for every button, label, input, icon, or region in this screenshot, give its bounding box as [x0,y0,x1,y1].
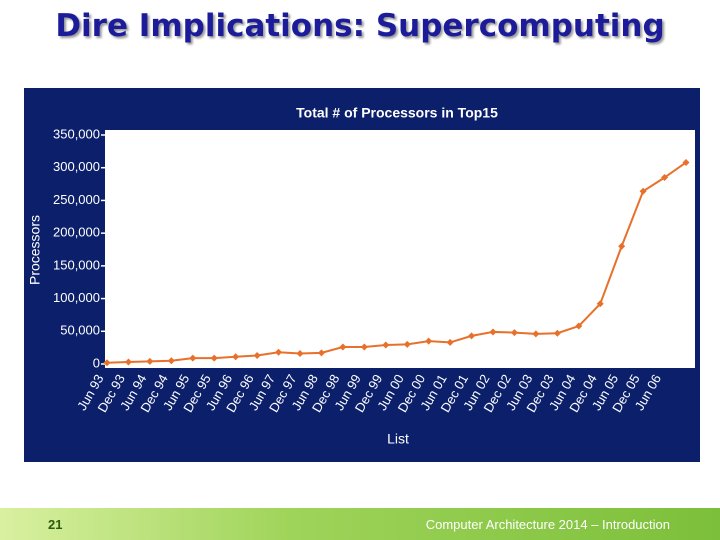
data-point [253,351,261,359]
data-point [639,187,647,195]
page-number: 21 [48,517,63,532]
data-point [360,343,368,351]
x-axis-label: List [387,431,409,447]
plot-area [105,130,695,368]
y-tick-label: 350,000 [53,126,100,141]
chart-title: Total # of Processors in Top15 [296,105,498,121]
data-point [532,330,540,338]
data-point [275,348,283,356]
slide-title: Dire Implications: Supercomputing [55,8,665,44]
data-point [661,174,669,182]
data-point [618,242,626,250]
y-tick-label: 200,000 [53,225,100,240]
data-point [510,329,518,337]
data-point [296,350,304,358]
data-point [146,357,154,365]
footer: 21 Computer Architecture 2014 – Introduc… [0,508,720,540]
data-point [167,357,175,365]
y-tick-label: 250,000 [53,192,100,207]
data-point [382,341,390,349]
data-point [339,343,347,351]
data-point [682,158,690,166]
y-tick-label: 150,000 [53,257,100,272]
data-point [596,300,604,308]
data-line [106,161,687,364]
data-point [489,328,497,336]
y-tick-label: 300,000 [53,159,100,174]
y-axis-label: Processors [27,215,43,285]
data-point [575,322,583,330]
data-point [124,358,132,366]
data-point [553,329,561,337]
data-point [210,354,218,362]
footer-text: Computer Architecture 2014 – Introductio… [425,517,670,532]
y-tick-label: 0 [93,355,100,370]
y-tick-label: 50,000 [60,323,100,338]
data-point [403,340,411,348]
data-point [317,349,325,357]
data-point [446,338,454,346]
data-point [232,353,240,361]
data-point [103,359,111,367]
data-point [425,337,433,345]
y-tick-label: 100,000 [53,290,100,305]
data-point [189,354,197,362]
data-point [468,332,476,340]
